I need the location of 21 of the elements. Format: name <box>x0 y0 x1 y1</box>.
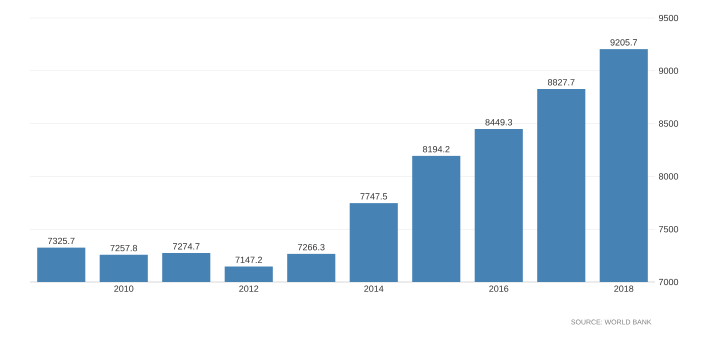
y-tick-label: 9000 <box>658 68 678 74</box>
data-label: 9205.7 <box>610 39 638 46</box>
data-label: 7747.5 <box>360 193 388 200</box>
x-tick-label: 2012 <box>239 286 258 292</box>
data-label: 7274.7 <box>172 243 200 250</box>
data-label: 8827.7 <box>548 79 575 86</box>
data-label: 7257.8 <box>110 244 138 252</box>
data-label: 7147.2 <box>235 256 262 263</box>
data-label: 8194.2 <box>422 146 450 152</box>
x-tick-label: 2018 <box>614 286 634 292</box>
y-tick-label: 7000 <box>658 278 678 286</box>
x-tick-label: 2016 <box>489 286 508 292</box>
data-label: 7266.3 <box>298 244 325 250</box>
x-tick-label: 2010 <box>114 286 134 292</box>
data-label: 8449.3 <box>485 119 512 126</box>
y-tick-label: 9500 <box>658 14 678 22</box>
data-label: 7325.7 <box>48 238 75 244</box>
x-tick-label: 2014 <box>364 286 384 292</box>
y-tick-label: 8500 <box>658 120 678 127</box>
y-tick-label: 7500 <box>658 226 678 232</box>
y-tick-label: 8000 <box>658 173 678 180</box>
